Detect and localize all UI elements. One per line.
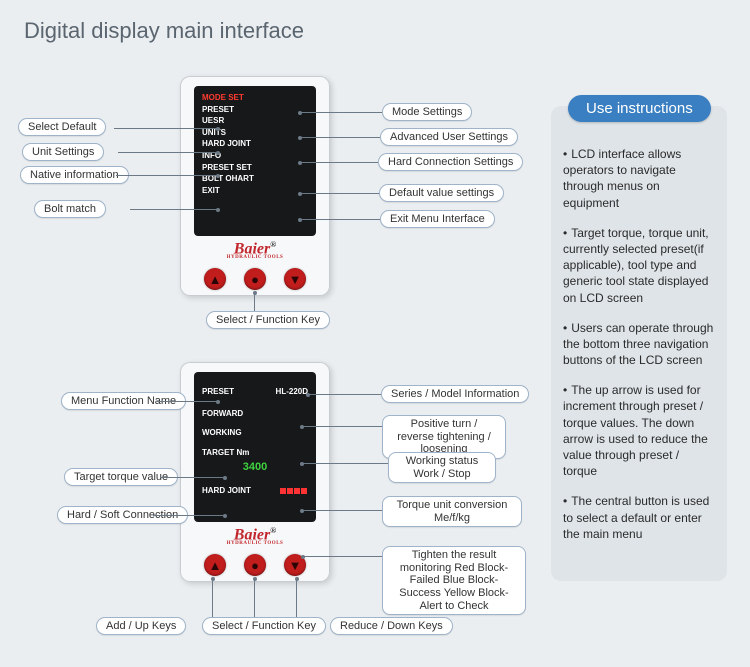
- up-arrow-icon: ▲: [209, 559, 222, 572]
- screen-label: HL-220D: [276, 386, 308, 398]
- menu-line: HARD JOINT: [202, 138, 308, 150]
- circle-icon: ●: [251, 559, 259, 572]
- callout-native-info: Native information: [20, 166, 129, 184]
- select-button[interactable]: ●: [244, 268, 266, 290]
- up-arrow-icon: ▲: [209, 273, 222, 286]
- callout-exit-menu: Exit Menu Interface: [380, 210, 495, 228]
- callout-mode-settings: Mode Settings: [382, 103, 472, 121]
- button-row-bottom: ▲ ● ▼: [180, 554, 330, 576]
- instruction-item: The up arrow is used for increment throu…: [563, 382, 715, 479]
- brand-logo: Baier® HYDRAULIC TOOLS: [180, 526, 330, 546]
- menu-line: EXIT: [202, 185, 308, 197]
- screen-label: TARGET Nm: [202, 447, 308, 459]
- brand-logo: Baier® HYDRAULIC TOOLS: [180, 240, 330, 260]
- button-row-top: ▲ ● ▼: [180, 268, 330, 290]
- instruction-item: Target torque, torque unit, currently se…: [563, 225, 715, 306]
- menu-line: UESR: [202, 115, 308, 127]
- callout-adv-user: Advanced User Settings: [380, 128, 518, 146]
- instruction-item: Users can operate through the bottom thr…: [563, 320, 715, 369]
- select-button[interactable]: ●: [244, 554, 266, 576]
- down-button[interactable]: ▼: [284, 268, 306, 290]
- screen-label: PRESET: [202, 386, 234, 398]
- callout-series: Series / Model Information: [381, 385, 529, 403]
- down-arrow-icon: ▼: [289, 273, 302, 286]
- down-arrow-icon: ▼: [289, 559, 302, 572]
- screen-label: HARD JOINT: [202, 485, 251, 497]
- instructions-panel: LCD interface allows operators to naviga…: [551, 106, 727, 581]
- screen-label: WORKING: [202, 427, 308, 439]
- callout-workstat: Working status Work / Stop: [388, 452, 496, 483]
- callout-hard-conn: Hard Connection Settings: [378, 153, 523, 171]
- callout-tighten: Tighten the result monitoring Red Block-…: [382, 546, 526, 615]
- screen-bottom: PRESET HL-220D FORWARD WORKING TARGET Nm…: [194, 372, 316, 522]
- device-top: MODE SET PRESET UESR UNITS HARD JOINT IN…: [180, 76, 330, 296]
- callout-add-up: Add / Up Keys: [96, 617, 186, 635]
- callout-bolt-match: Bolt match: [34, 200, 106, 218]
- callout-sel-func-top: Select / Function Key: [206, 311, 330, 329]
- screen-label: FORWARD: [202, 408, 308, 420]
- instruction-item: The central button is used to select a d…: [563, 493, 715, 542]
- status-blocks: [280, 484, 308, 498]
- screen-header: MODE SET: [202, 92, 308, 104]
- instruction-item: LCD interface allows operators to naviga…: [563, 146, 715, 211]
- callout-select-default: Select Default: [18, 118, 106, 136]
- circle-icon: ●: [251, 273, 259, 286]
- up-button[interactable]: ▲: [204, 554, 226, 576]
- page-title: Digital display main interface: [24, 18, 304, 44]
- menu-line: PRESET: [202, 104, 308, 116]
- instructions-badge: Use instructions: [568, 95, 711, 122]
- callout-sel-func-bot: Select / Function Key: [202, 617, 326, 635]
- callout-unit-settings: Unit Settings: [22, 143, 104, 161]
- menu-line: PRESET SET: [202, 162, 308, 174]
- torque-value: 3400: [202, 460, 308, 476]
- callout-reduce: Reduce / Down Keys: [330, 617, 453, 635]
- instructions-list: LCD interface allows operators to naviga…: [551, 106, 727, 566]
- callout-default-val: Default value settings: [379, 184, 504, 202]
- up-button[interactable]: ▲: [204, 268, 226, 290]
- callout-torque-unit: Torque unit conversion Me/f/kg: [382, 496, 522, 527]
